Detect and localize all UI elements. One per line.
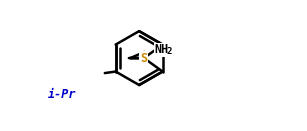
Text: S: S (140, 52, 148, 65)
Text: 2: 2 (167, 47, 172, 56)
Text: i-Pr: i-Pr (48, 88, 76, 101)
Text: N: N (140, 52, 148, 65)
Text: NH: NH (154, 43, 169, 56)
